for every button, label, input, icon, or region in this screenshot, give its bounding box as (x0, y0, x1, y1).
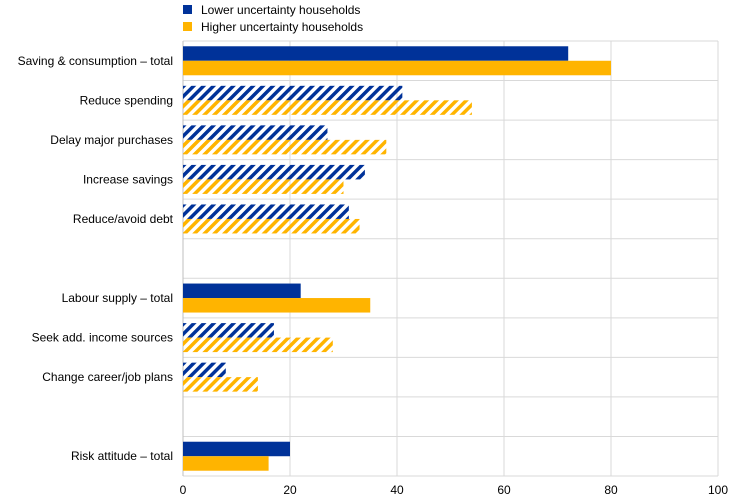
bar-lower (183, 125, 328, 140)
bar-lower (183, 283, 301, 299)
bar-lower (183, 204, 349, 219)
chart-legend: Lower uncertainty households Higher unce… (183, 1, 363, 35)
bar-higher (183, 139, 387, 155)
category-label: Change career/job plans (42, 370, 173, 384)
x-tick-labels: 0 20 40 60 80 100 (180, 483, 729, 497)
category-label: Labour supply – total (62, 291, 173, 305)
bars (183, 46, 611, 471)
category-label: Reduce/avoid debt (73, 212, 174, 226)
x-tick-label: 40 (390, 483, 404, 497)
x-tick-label: 0 (180, 483, 187, 497)
x-tick-label: 100 (708, 483, 728, 497)
x-tick-label: 20 (283, 483, 297, 497)
category-labels: Saving & consumption – total Reduce spend… (18, 54, 174, 463)
legend-label-higher: Higher uncertainty households (201, 19, 364, 34)
bar-lower (183, 441, 290, 457)
bar-lower (183, 323, 274, 338)
category-label: Seek add. income sources (32, 331, 173, 345)
category-label: Saving & consumption – total (18, 54, 173, 68)
bar-higher (183, 60, 611, 76)
bar-higher (183, 337, 333, 353)
legend-swatch-lower (183, 5, 192, 14)
x-tick-label: 60 (497, 483, 511, 497)
legend-label-lower: Lower uncertainty households (201, 2, 361, 17)
bar-higher (183, 218, 360, 234)
bar-higher (183, 100, 472, 115)
category-label: Reduce spending (80, 93, 173, 107)
legend-item-lower: Lower uncertainty households (183, 1, 363, 18)
bar-lower (183, 46, 569, 61)
bar-higher (183, 298, 371, 313)
bar-lower (183, 362, 226, 378)
legend-swatch-higher (183, 22, 192, 31)
x-tick-label: 80 (604, 483, 618, 497)
bar-higher (183, 456, 269, 471)
bar-higher (183, 377, 258, 392)
category-label: Increase savings (83, 172, 173, 186)
bar-higher (183, 179, 344, 194)
bar-lower (183, 85, 403, 101)
category-label: Risk attitude – total (71, 449, 173, 463)
legend-item-higher: Higher uncertainty households (183, 18, 363, 35)
category-label: Delay major purchases (50, 133, 173, 147)
bar-lower (183, 164, 365, 180)
